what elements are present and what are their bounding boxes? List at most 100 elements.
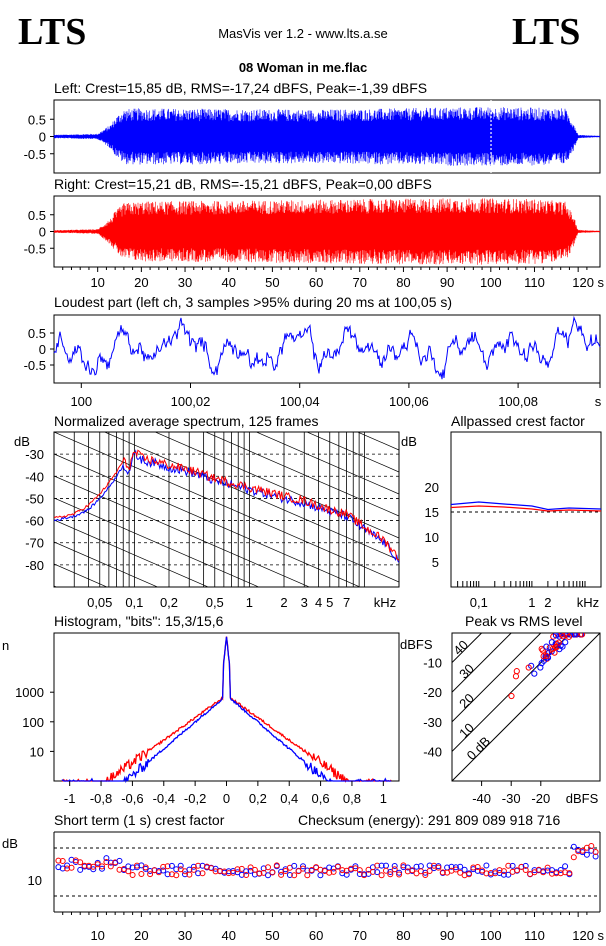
short-crest-point bbox=[291, 862, 298, 869]
short-crest-point bbox=[387, 871, 394, 878]
short-crest-point bbox=[544, 867, 551, 874]
histogram-xtick-label: -0,8 bbox=[90, 791, 112, 806]
histogram-frame bbox=[53, 632, 400, 782]
peak-rms-diagonal bbox=[452, 633, 483, 664]
spectrum-ytick-label: -80 bbox=[25, 558, 44, 573]
peak-rms-diagonal bbox=[452, 633, 572, 753]
short-crest-point bbox=[505, 871, 512, 878]
short-crest-point bbox=[352, 863, 359, 870]
peak-rms-point bbox=[543, 652, 550, 660]
short-crest-point bbox=[265, 864, 271, 871]
short-crest-point bbox=[483, 862, 490, 869]
short-crest-point bbox=[107, 859, 114, 866]
short-crest-point bbox=[522, 867, 529, 873]
short-crest-point bbox=[234, 866, 241, 873]
short-crest-point bbox=[531, 867, 538, 874]
short-crest-point bbox=[59, 858, 66, 864]
short-crest-xtick-label: 70 bbox=[353, 928, 367, 943]
peak-rms-point bbox=[549, 645, 556, 652]
short-crest-xtick-label: 40 bbox=[221, 928, 235, 943]
short-crest-point bbox=[452, 866, 459, 873]
short-crest-point bbox=[391, 863, 398, 869]
histogram-xtick-label: 0,8 bbox=[343, 791, 361, 806]
loudest-ytick-label: 0.5 bbox=[28, 326, 46, 341]
short-crest-point bbox=[466, 871, 472, 878]
short-crest-point bbox=[426, 868, 433, 874]
short-crest-point bbox=[562, 863, 569, 870]
short-crest-point bbox=[278, 871, 285, 878]
spectrum-xtick-label: 4 bbox=[315, 595, 322, 610]
peak-rms-point bbox=[571, 633, 578, 638]
spectrum-diagonal bbox=[54, 519, 209, 587]
peak-rms-ytick-label: -20 bbox=[423, 685, 442, 700]
time-xtick-label: 80 bbox=[396, 275, 410, 290]
peak-rms-point bbox=[555, 639, 562, 646]
loudest-part-line bbox=[53, 315, 601, 380]
allpassed-ytick-label: 10 bbox=[425, 530, 439, 545]
short-crest-point bbox=[579, 847, 586, 854]
peak-rms-point bbox=[508, 692, 515, 700]
short-crest-point bbox=[291, 872, 298, 879]
short-crest-point bbox=[286, 872, 293, 878]
peak-vs-rms-title: Peak vs RMS level bbox=[465, 613, 583, 629]
spectrum-diagonal bbox=[54, 541, 159, 587]
time-xtick-label: 120 s bbox=[572, 275, 604, 290]
histogram-xtick-label: 0,6 bbox=[312, 791, 330, 806]
spectrum-ytick-label: -40 bbox=[25, 469, 44, 484]
peak-rms-ytick-label: -10 bbox=[423, 656, 442, 671]
loudest-part-title: Loudest part (left ch, 3 samples >95% du… bbox=[54, 294, 453, 310]
short-crest-point bbox=[273, 862, 280, 869]
spectrum-xtick-label: 5 bbox=[326, 595, 333, 610]
short-crest-point bbox=[195, 870, 202, 877]
short-crest-point bbox=[396, 871, 403, 878]
short-crest-point bbox=[300, 863, 306, 870]
short-crest-point bbox=[103, 855, 110, 862]
spectrum-series bbox=[54, 449, 399, 563]
allpassed-crest-title: Allpassed crest factor bbox=[451, 413, 585, 429]
short-crest-point bbox=[177, 862, 184, 869]
short-crest-point bbox=[243, 868, 250, 875]
peak-rms-diagonal bbox=[452, 633, 512, 693]
short-crest-point bbox=[378, 862, 385, 869]
short-crest-point bbox=[317, 872, 324, 879]
spectrum-xunit: kHz bbox=[374, 595, 396, 610]
short-crest-point bbox=[164, 871, 171, 878]
right-waveform-title: Right: Crest=15,21 dB, RMS=-15,21 dBFS, … bbox=[54, 176, 432, 192]
short-crest-point bbox=[116, 866, 123, 873]
peak-rms-point bbox=[543, 643, 550, 650]
loudest-ytick-label: -0.5 bbox=[24, 358, 46, 373]
short-crest-point bbox=[479, 867, 486, 874]
short-crest-xtick-label: 20 bbox=[134, 928, 148, 943]
peak-rms-diag-label: 40 bbox=[450, 637, 471, 658]
allpassed-xtick-label: 0,1 bbox=[470, 595, 488, 610]
logo-left: LTS bbox=[18, 11, 87, 53]
spectrum-diagonals bbox=[54, 432, 399, 587]
peak-rms-point bbox=[513, 668, 520, 675]
short-crest-point bbox=[518, 863, 525, 870]
spectrum-ylabel: dB bbox=[14, 434, 30, 449]
short-crest-point bbox=[173, 872, 180, 879]
peak-rms-point bbox=[557, 642, 564, 649]
spectrum-xtick-label: 7 bbox=[343, 595, 350, 610]
spectrum-xtick-label: 0,05 bbox=[87, 595, 112, 610]
checksum: Checksum (energy): 291 809 089 918 716 bbox=[298, 812, 561, 828]
short-crest-point bbox=[160, 867, 167, 874]
histogram-xtick-label: -0,2 bbox=[184, 791, 206, 806]
allpassed-ylabel: dB bbox=[401, 434, 417, 449]
short-crest-point bbox=[295, 868, 302, 875]
short-crest-xtick-label: 10 bbox=[90, 928, 104, 943]
histogram-xtick-label: 0,4 bbox=[280, 791, 298, 806]
short-crest-point bbox=[208, 865, 215, 872]
short-crest-point bbox=[168, 862, 175, 869]
loudest-xtick-label: 100 bbox=[70, 394, 92, 409]
short-crest-point bbox=[448, 863, 455, 870]
allpassed-series-left bbox=[450, 501, 602, 511]
short-crest-point bbox=[99, 865, 105, 872]
peak-rms-diagonals bbox=[452, 633, 600, 781]
short-crest-point bbox=[304, 872, 311, 879]
spectrum-xtick-label: 0,1 bbox=[125, 595, 143, 610]
loudest-xtick-label: s bbox=[595, 394, 602, 409]
short-crest-point bbox=[356, 867, 363, 874]
short-crest-point bbox=[238, 871, 245, 878]
allpassed-xtick-label: 1 bbox=[528, 595, 535, 610]
